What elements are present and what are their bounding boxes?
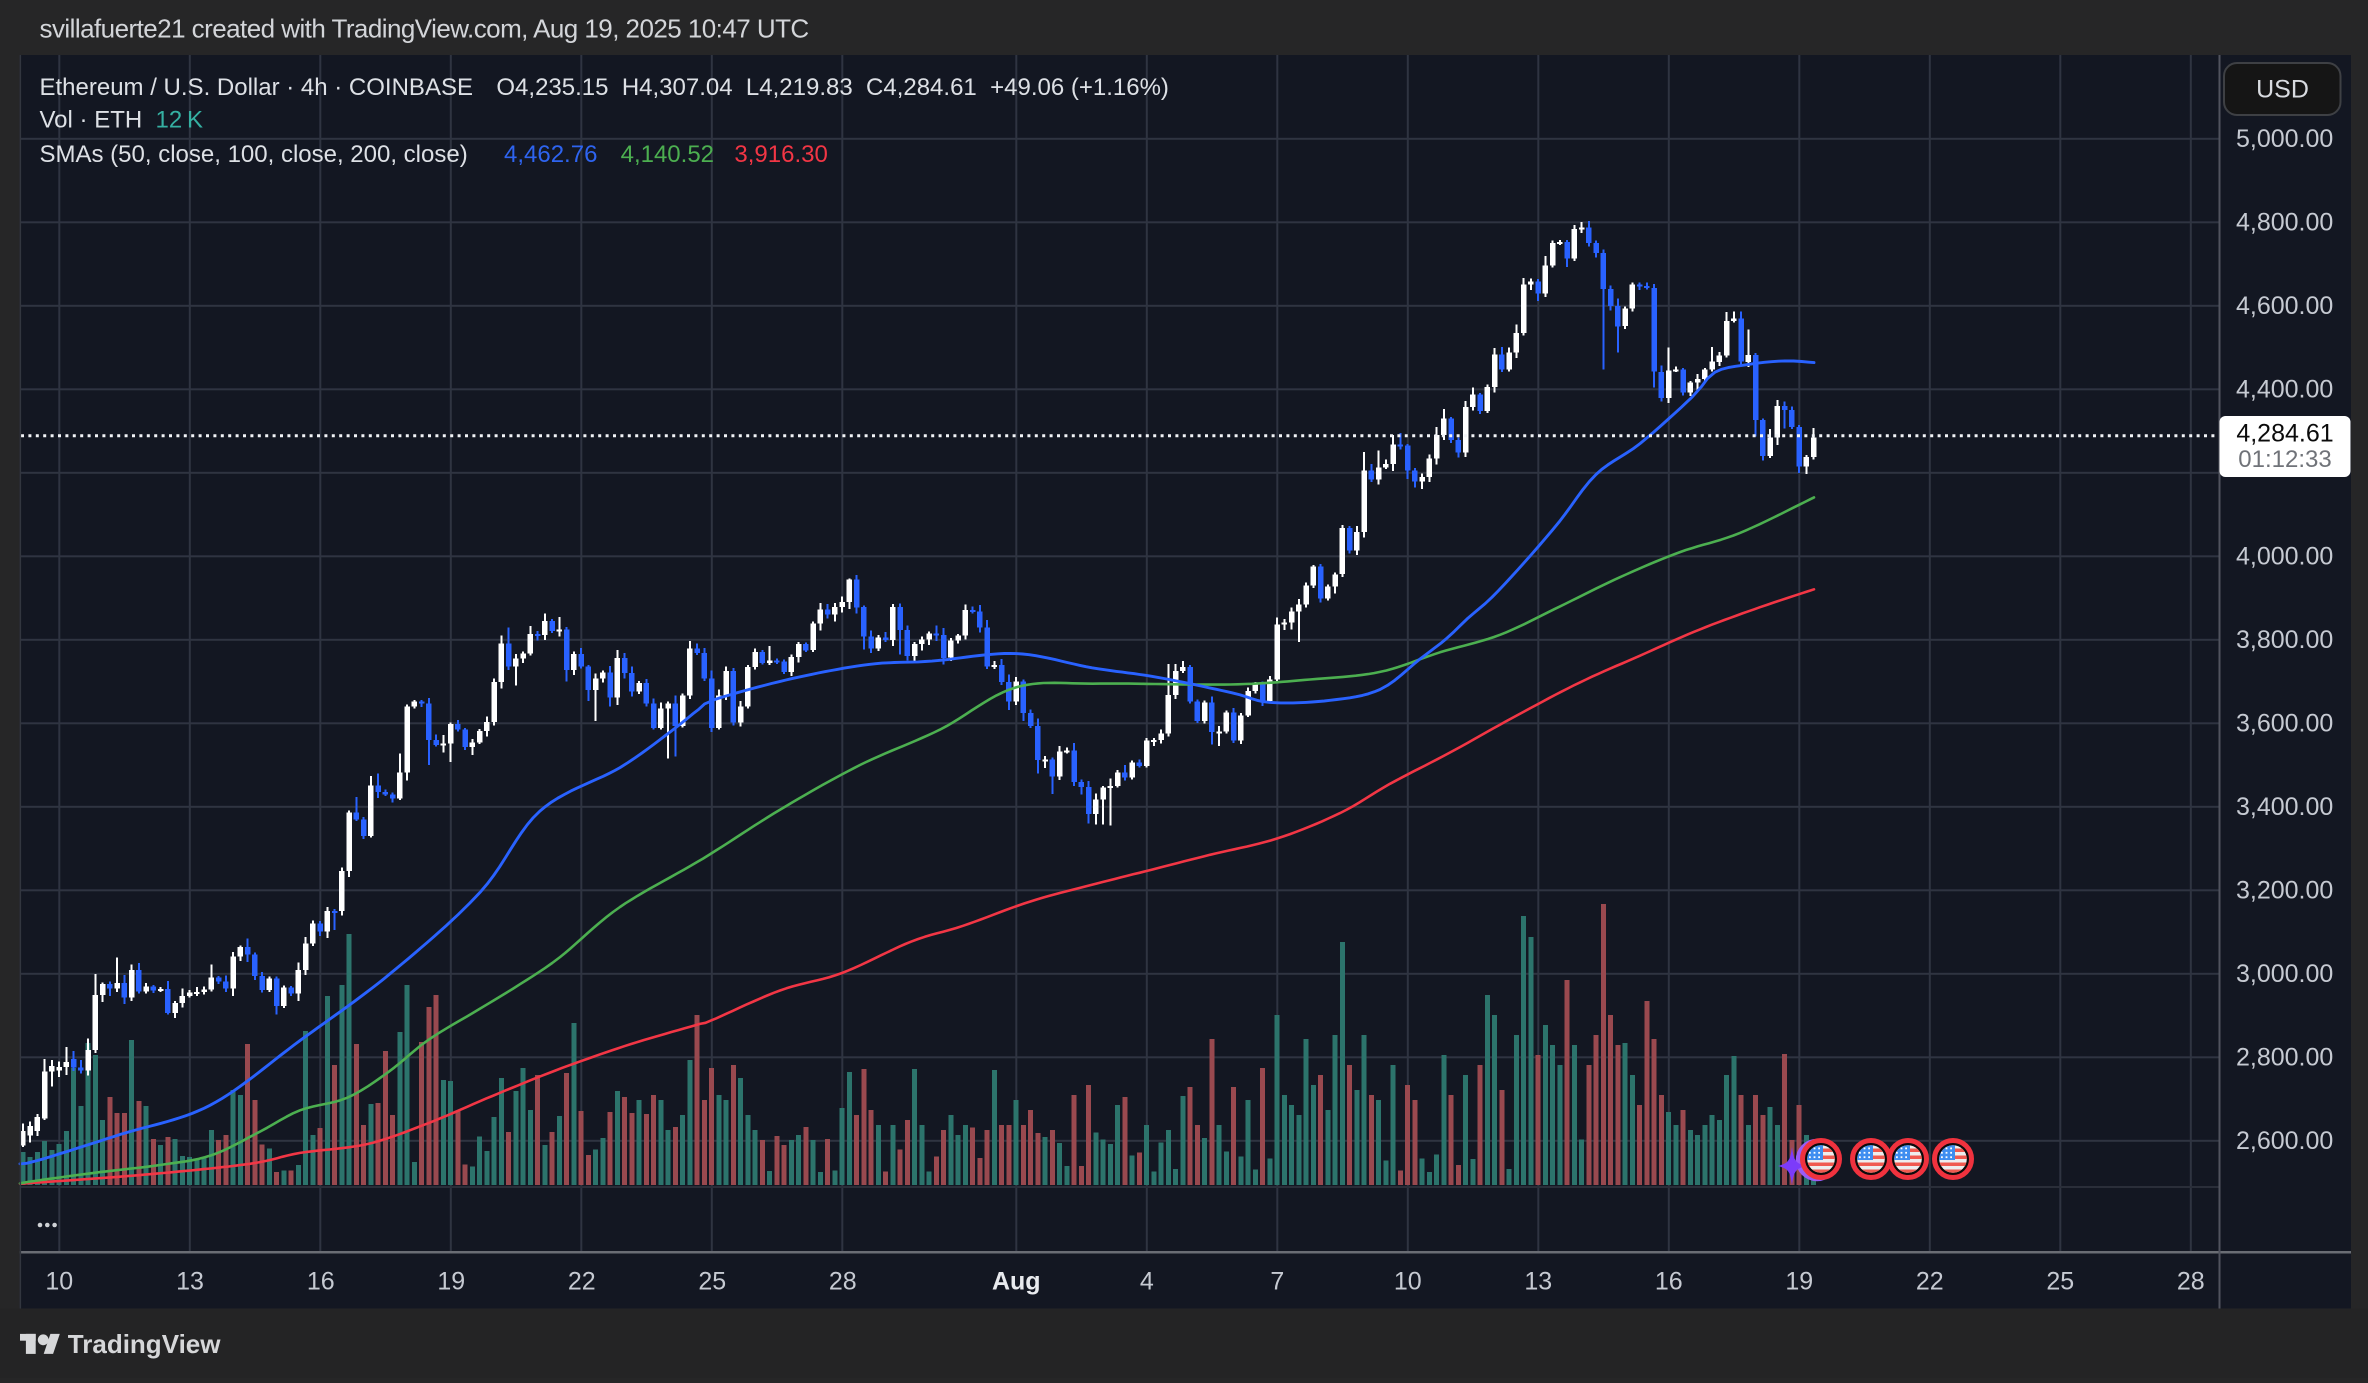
svg-text:28: 28 xyxy=(2177,1268,2205,1296)
svg-text:25: 25 xyxy=(698,1268,726,1296)
svg-text:4,600.00: 4,600.00 xyxy=(2236,292,2333,320)
svg-text:16: 16 xyxy=(1655,1268,1683,1296)
svg-text:4,284.61: 4,284.61 xyxy=(2236,420,2333,448)
svg-text:2,800.00: 2,800.00 xyxy=(2236,1043,2333,1071)
svg-text:3,400.00: 3,400.00 xyxy=(2236,793,2333,821)
svg-text:25: 25 xyxy=(2046,1268,2074,1296)
svg-text:O4,235.15 H4,307.04 L4,219.8: O4,235.15 H4,307.04 L4,219.83 C4,284.61 … xyxy=(496,74,1169,101)
svg-text:10: 10 xyxy=(45,1268,73,1296)
svg-text:19: 19 xyxy=(1785,1268,1813,1296)
svg-text:22: 22 xyxy=(568,1268,596,1296)
svg-text:SMAs (50, close, 100, close, 2: SMAs (50, close, 100, close, 200, close) xyxy=(40,141,468,168)
svg-text:4,000.00: 4,000.00 xyxy=(2236,542,2333,570)
svg-text:28: 28 xyxy=(829,1268,857,1296)
svg-text:3,200.00: 3,200.00 xyxy=(2236,876,2333,904)
svg-text:16: 16 xyxy=(307,1268,335,1296)
svg-text:4,800.00: 4,800.00 xyxy=(2236,208,2333,236)
svg-text:12 K: 12 K xyxy=(156,106,204,133)
svg-text:7: 7 xyxy=(1270,1268,1284,1296)
svg-text:13: 13 xyxy=(176,1268,204,1296)
svg-text:3,800.00: 3,800.00 xyxy=(2236,626,2333,654)
svg-text:Ethereum / U.S. Dollar · 4h ·: Ethereum / U.S. Dollar · 4h · COINBASE xyxy=(40,74,473,101)
svg-text:TradingView: TradingView xyxy=(68,1329,221,1359)
svg-text:3,000.00: 3,000.00 xyxy=(2236,960,2333,988)
svg-text:3,916.30: 3,916.30 xyxy=(734,141,827,168)
svg-text:4: 4 xyxy=(1140,1268,1154,1296)
svg-text:4,140.52: 4,140.52 xyxy=(621,141,714,168)
svg-text:4,400.00: 4,400.00 xyxy=(2236,375,2333,403)
svg-text:10: 10 xyxy=(1394,1268,1422,1296)
svg-text:22: 22 xyxy=(1916,1268,1944,1296)
svg-text:13: 13 xyxy=(1524,1268,1552,1296)
svg-text:Aug: Aug xyxy=(992,1268,1041,1296)
svg-text:19: 19 xyxy=(437,1268,465,1296)
svg-text:5,000.00: 5,000.00 xyxy=(2236,125,2333,153)
svg-text:4,462.76: 4,462.76 xyxy=(504,141,597,168)
svg-text:svillafuerte21 created with Tr: svillafuerte21 created with TradingView.… xyxy=(40,13,809,43)
svg-text:2,600.00: 2,600.00 xyxy=(2236,1127,2333,1155)
svg-text:USD: USD xyxy=(2256,76,2309,104)
svg-text:3,600.00: 3,600.00 xyxy=(2236,709,2333,737)
svg-text:Vol · ETH: Vol · ETH xyxy=(40,106,143,133)
svg-text:01:12:33: 01:12:33 xyxy=(2238,446,2331,473)
